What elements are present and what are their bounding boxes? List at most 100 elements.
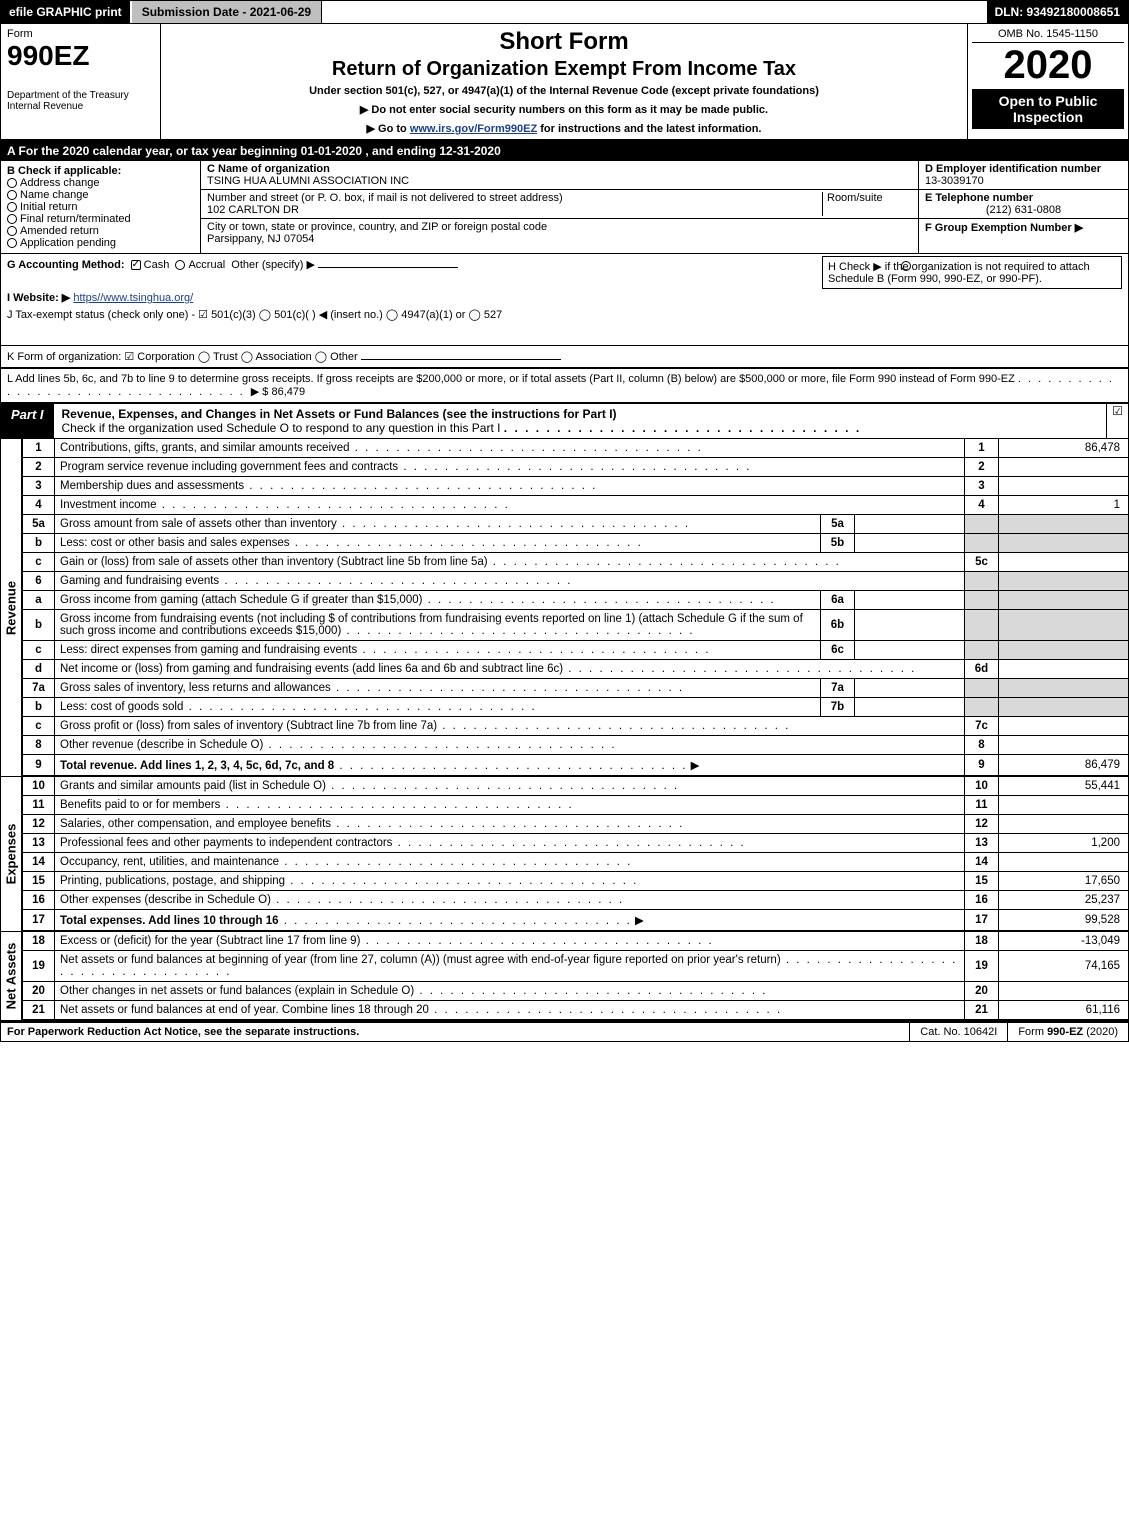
l-amount: 86,479 <box>271 386 305 398</box>
line-rval <box>999 853 1129 872</box>
table-row: 5aGross amount from sale of assets other… <box>23 515 1129 534</box>
dots <box>504 421 861 435</box>
spacer <box>322 1 986 23</box>
line-rval <box>999 477 1129 496</box>
chk-h[interactable] <box>901 261 911 271</box>
k-line: K Form of organization: ☑ Corporation ◯ … <box>7 351 358 363</box>
line-rval <box>999 679 1129 698</box>
line-desc: Salaries, other compensation, and employ… <box>55 815 965 834</box>
dln-label: DLN: 93492180008651 <box>987 1 1128 23</box>
line-rno: 14 <box>965 853 999 872</box>
b-item-4: Amended return <box>20 225 99 237</box>
line-number: 15 <box>23 872 55 891</box>
line-desc: Total revenue. Add lines 1, 2, 3, 4, 5c,… <box>55 755 965 777</box>
line-rval: -13,049 <box>999 932 1129 951</box>
dept-treasury: Department of the Treasury <box>7 90 154 101</box>
expenses-label: Expenses <box>4 824 19 885</box>
goto-line: ▶ Go to www.irs.gov/Form990EZ for instru… <box>167 122 961 135</box>
line-desc: Less: cost or other basis and sales expe… <box>55 534 821 553</box>
line-number: 7a <box>23 679 55 698</box>
line-desc: Printing, publications, postage, and shi… <box>55 872 965 891</box>
website-link[interactable]: https//www.tsinghua.org/ <box>73 292 193 304</box>
line-number: 8 <box>23 736 55 755</box>
table-row: 16Other expenses (describe in Schedule O… <box>23 891 1129 910</box>
form-header: Form 990EZ Department of the Treasury In… <box>0 24 1129 141</box>
table-row: 12Salaries, other compensation, and empl… <box>23 815 1129 834</box>
short-form-title: Short Form <box>167 28 961 56</box>
line-number: 12 <box>23 815 55 834</box>
line-rno: 12 <box>965 815 999 834</box>
chk-initial-return[interactable] <box>7 202 17 212</box>
line-rval: 17,650 <box>999 872 1129 891</box>
table-row: 8Other revenue (describe in Schedule O)8 <box>23 736 1129 755</box>
line-rno <box>965 515 999 534</box>
line-number: 20 <box>23 982 55 1001</box>
footer-form-post: (2020) <box>1083 1026 1118 1038</box>
line-rval <box>999 572 1129 591</box>
table-row: bLess: cost or other basis and sales exp… <box>23 534 1129 553</box>
line-rval: 99,528 <box>999 910 1129 932</box>
table-row: 3Membership dues and assessments3 <box>23 477 1129 496</box>
line-number: c <box>23 717 55 736</box>
chk-final-return[interactable] <box>7 214 17 224</box>
line-rval: 1,200 <box>999 834 1129 853</box>
table-row: dNet income or (loss) from gaming and fu… <box>23 660 1129 679</box>
chk-app-pending[interactable] <box>7 238 17 248</box>
line-rno <box>965 572 999 591</box>
header-center: Short Form Return of Organization Exempt… <box>161 24 968 139</box>
table-row: 1Contributions, gifts, grants, and simil… <box>23 439 1129 458</box>
irs-link[interactable]: www.irs.gov/Form990EZ <box>410 123 537 135</box>
table-row: 20Other changes in net assets or fund ba… <box>23 982 1129 1001</box>
k-other-field[interactable] <box>361 359 561 360</box>
table-row: 18Excess or (deficit) for the year (Subt… <box>23 932 1129 951</box>
netassets-section: Net Assets 18Excess or (deficit) for the… <box>0 932 1129 1021</box>
box-def: D Employer identification number 13-3039… <box>918 161 1128 253</box>
line-desc: Program service revenue including govern… <box>55 458 965 477</box>
line-rval <box>999 698 1129 717</box>
line-rno: 1 <box>965 439 999 458</box>
chk-amended[interactable] <box>7 226 17 236</box>
table-row: 7aGross sales of inventory, less returns… <box>23 679 1129 698</box>
goto-pre: ▶ Go to <box>367 123 410 135</box>
line-number: 17 <box>23 910 55 932</box>
row-g-h-i-j: G Accounting Method: Cash Accrual Other … <box>0 254 1129 346</box>
line-number: 1 <box>23 439 55 458</box>
footer-form: 990-EZ <box>1047 1026 1083 1038</box>
chk-name-change[interactable] <box>7 190 17 200</box>
sub-line-number: 6c <box>821 641 855 660</box>
sub-line-number: 6a <box>821 591 855 610</box>
sub-line-number: 7a <box>821 679 855 698</box>
chk-cash[interactable] <box>131 260 141 270</box>
line-rno: 9 <box>965 755 999 777</box>
table-row: 21Net assets or fund balances at end of … <box>23 1001 1129 1021</box>
chk-address-change[interactable] <box>7 178 17 188</box>
g-other-field[interactable] <box>318 267 458 268</box>
line-desc: Net assets or fund balances at beginning… <box>55 951 965 982</box>
line-rval: 86,479 <box>999 755 1129 777</box>
addr-label: Number and street (or P. O. box, if mail… <box>207 192 563 204</box>
part1-checkbox[interactable]: ☑ <box>1106 404 1128 438</box>
b-item-0: Address change <box>20 177 100 189</box>
line-number: 14 <box>23 853 55 872</box>
line-desc: Less: cost of goods sold <box>55 698 821 717</box>
efile-print-button[interactable]: efile GRAPHIC print <box>1 1 132 23</box>
table-row: cLess: direct expenses from gaming and f… <box>23 641 1129 660</box>
line-rno: 21 <box>965 1001 999 1021</box>
line-desc: Contributions, gifts, grants, and simila… <box>55 439 965 458</box>
l-lead: ▶ $ <box>251 386 269 398</box>
table-row: 9Total revenue. Add lines 1, 2, 3, 4, 5c… <box>23 755 1129 777</box>
table-row: 11Benefits paid to or for members11 <box>23 796 1129 815</box>
goto-post: for instructions and the latest informat… <box>537 123 761 135</box>
chk-accrual[interactable] <box>175 260 185 270</box>
line-desc: Other expenses (describe in Schedule O) <box>55 891 965 910</box>
line-desc: Gain or (loss) from sale of assets other… <box>55 553 965 572</box>
line-rval: 55,441 <box>999 777 1129 796</box>
line-rno: 17 <box>965 910 999 932</box>
h-text: H Check ▶ if the organization is not req… <box>828 261 1090 285</box>
revenue-vlabel: Revenue <box>0 439 22 777</box>
submission-date-pill: Submission Date - 2021-06-29 <box>132 1 322 23</box>
line-number: b <box>23 698 55 717</box>
line-rval <box>999 982 1129 1001</box>
line-rval <box>999 717 1129 736</box>
table-row: 2Program service revenue including gover… <box>23 458 1129 477</box>
